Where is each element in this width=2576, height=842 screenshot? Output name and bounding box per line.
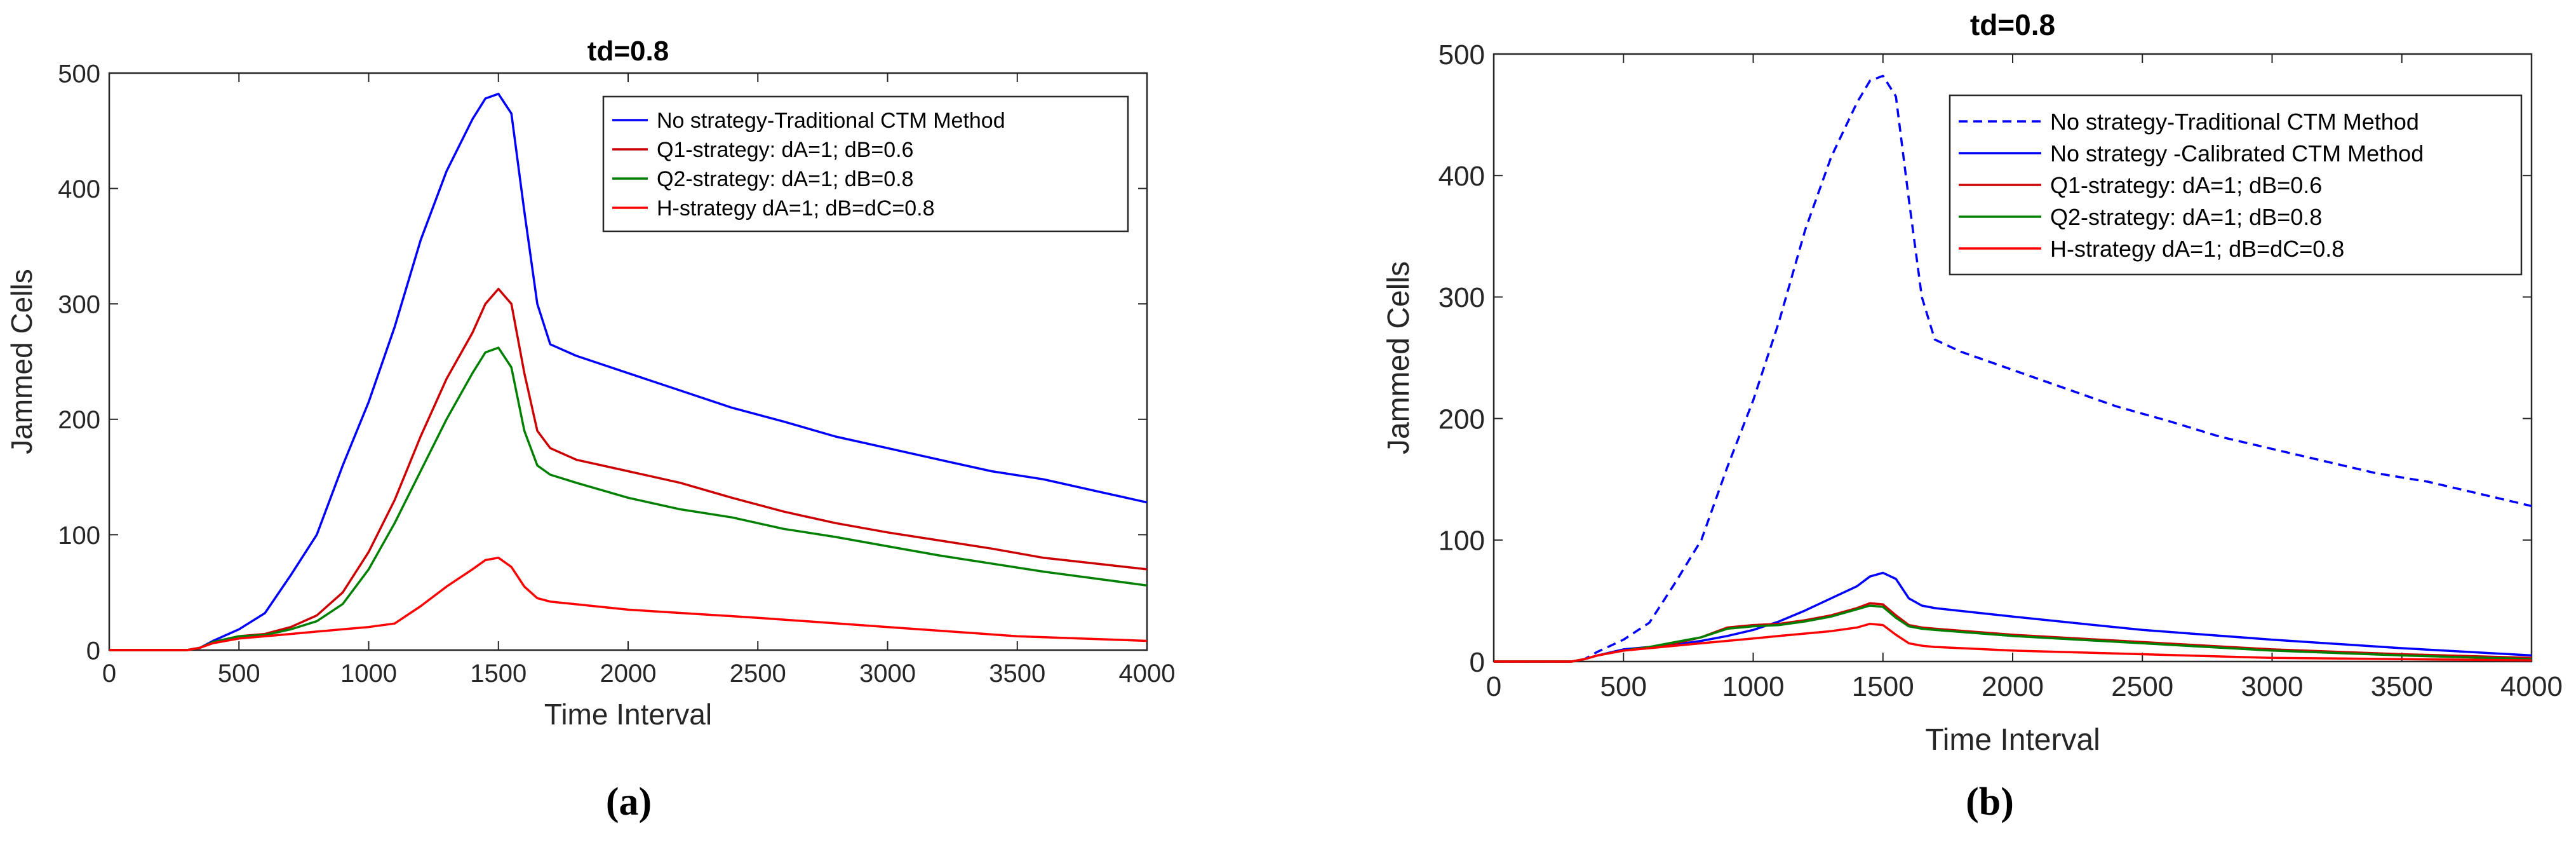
series-line-2 (1494, 571, 2532, 663)
x-tick-label: 3000 (859, 660, 916, 688)
y-tick-label: 500 (1439, 39, 1485, 71)
legend: No strategy-Traditional CTM Method No str… (1949, 94, 2523, 276)
legend-label: Q2-strategy: dA=1; dB=0.8 (657, 167, 913, 191)
x-tick-label: 1500 (470, 660, 527, 688)
legend: No strategy-Traditional CTM Method Q1-str… (602, 95, 1129, 233)
x-tick-label: 500 (1600, 671, 1647, 702)
x-tick-label: 3000 (2241, 671, 2304, 702)
x-tick-label: 2000 (600, 660, 657, 688)
x-tick-label: 3500 (2371, 671, 2433, 702)
x-tick-label: 1000 (340, 660, 397, 688)
legend-label: Q2-strategy: dA=1; dB=0.8 (2050, 204, 2322, 230)
x-tick-label: 2500 (730, 660, 786, 688)
x-tick-label: 4000 (1119, 660, 1176, 688)
legend-label: H-strategy dA=1; dB=dC=0.8 (2050, 236, 2344, 262)
y-tick-label: 0 (1470, 647, 1485, 678)
y-tick-label: 0 (86, 637, 100, 665)
x-tick-label: 500 (218, 660, 260, 688)
legend-label: Q1-strategy: dA=1; dB=0.6 (657, 138, 913, 162)
x-tick-label: 3500 (989, 660, 1045, 688)
y-tick-label: 100 (1439, 526, 1485, 557)
legend-label: No strategy-Traditional CTM Method (2050, 109, 2419, 135)
y-tick-label: 200 (1439, 404, 1485, 435)
chart-b: 0 500 1000 1500 2000 2500 3000 3500 4000 0 100 200 3… (1382, 8, 2563, 824)
x-axis-label: Time Interval (544, 698, 712, 731)
x-tick-label: 2500 (2111, 671, 2173, 702)
chart-a: 0 500 1000 1500 2000 2500 3000 3500 4000 0 100 200 3… (5, 36, 1175, 824)
series-line-3 (109, 346, 1148, 651)
legend-box (1949, 94, 2523, 276)
panel-caption: (a) (606, 780, 652, 824)
x-tick-label: 2000 (1982, 671, 2044, 702)
y-tick-label: 300 (1439, 282, 1485, 313)
series-line-5 (1494, 622, 2532, 663)
y-tick-label: 300 (58, 291, 100, 319)
legend-label: No strategy-Traditional CTM Method (657, 109, 1005, 133)
x-tick-label: 1500 (1852, 671, 1914, 702)
y-axis-label: Jammed Cells (5, 269, 38, 454)
y-tick-label: 200 (58, 406, 100, 434)
legend-label: Q1-strategy: dA=1; dB=0.6 (2050, 172, 2322, 198)
x-tick-label: 4000 (2500, 671, 2563, 702)
chart-title: td=0.8 (1970, 8, 2055, 41)
y-tick-label: 400 (1439, 161, 1485, 192)
legend-label: H-strategy dA=1; dB=dC=0.8 (657, 196, 935, 221)
series-line-4 (109, 556, 1148, 651)
chart-title: td=0.8 (587, 36, 669, 67)
x-tick-label: 0 (1486, 671, 1501, 702)
legend-label: No strategy -Calibrated CTM Method (2050, 140, 2424, 166)
series-line-1 (109, 92, 1148, 651)
series-line-2 (109, 287, 1148, 651)
y-tick-label: 100 (58, 522, 100, 550)
y-tick-label: 400 (58, 175, 100, 203)
x-tick-label: 1000 (1722, 671, 1785, 702)
panel-caption: (b) (1966, 780, 2014, 824)
x-tick-label: 0 (102, 660, 116, 688)
x-axis-label: Time Interval (1925, 723, 2100, 757)
y-tick-label: 500 (58, 60, 100, 88)
series-line-1 (1494, 74, 2532, 663)
y-axis-label: Jammed Cells (1382, 261, 1416, 454)
legend-box (602, 95, 1129, 233)
